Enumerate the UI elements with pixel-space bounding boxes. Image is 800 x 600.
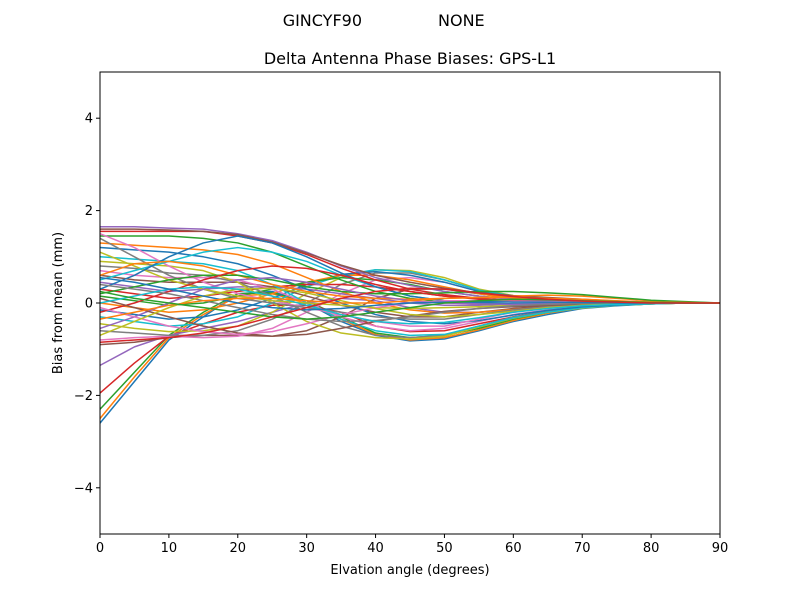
- x-tick-label: 70: [574, 541, 591, 556]
- series-line: [99, 260, 721, 304]
- x-tick-label: 50: [436, 541, 453, 556]
- y-tick-label: 0: [85, 297, 93, 312]
- x-tick-label: 30: [298, 541, 315, 556]
- x-tick-label: 60: [505, 541, 522, 556]
- y-axis-label: Bias from mean (mm): [51, 232, 66, 374]
- x-tick-label: 0: [96, 541, 104, 556]
- y-tick-label: −2: [74, 389, 93, 404]
- series-line: [99, 296, 721, 320]
- y-tick-label: −4: [74, 481, 93, 496]
- x-axis: 0 10 20 30 40 50 60 70 80 90: [96, 534, 728, 556]
- series-line: [99, 276, 720, 311]
- y-tick-label: 2: [85, 204, 93, 219]
- suptitle-left: GINCYF90: [283, 11, 362, 30]
- chart-title: Delta Antenna Phase Biases: GPS-L1: [264, 49, 556, 68]
- x-tick-label: 40: [367, 541, 384, 556]
- x-tick-label: 80: [643, 541, 660, 556]
- x-axis-label: Elvation angle (degrees): [330, 563, 489, 578]
- x-tick-label: 20: [230, 541, 247, 556]
- y-axis: −4 −2 0 2 4: [74, 112, 100, 496]
- suptitle-right: NONE: [438, 11, 485, 30]
- x-tick-label: 90: [712, 541, 729, 556]
- x-tick-label: 10: [161, 541, 178, 556]
- series-line: [99, 286, 720, 325]
- series-line: [99, 287, 720, 344]
- series-line: [99, 274, 721, 304]
- plot-lines: [99, 226, 721, 424]
- y-tick-label: 4: [85, 112, 93, 127]
